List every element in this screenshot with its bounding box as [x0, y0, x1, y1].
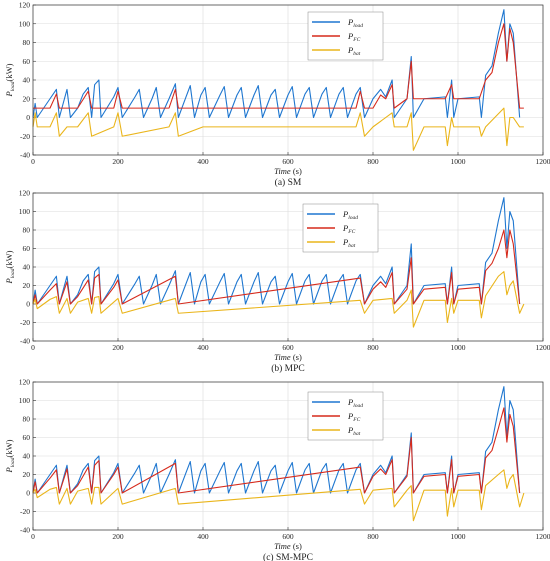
y-tick-label: -20: [20, 318, 30, 327]
axes-frame: [32, 192, 544, 342]
x-tick-label: 400: [197, 343, 209, 352]
legend-label-bat: Pbat: [342, 237, 356, 249]
y-tick-label: 60: [23, 244, 31, 253]
x-tick-label: 200: [112, 157, 124, 166]
series-line-bat: [32, 271, 525, 328]
legend-label-load: Pload: [342, 209, 358, 221]
panel-caption: (a) SM: [275, 177, 302, 188]
legend-label-bat: Pbat: [347, 45, 361, 57]
y-tick-label: -20: [20, 132, 30, 141]
y-tick-label: 20: [23, 281, 31, 290]
legend: Pload PFC Pbat: [302, 203, 379, 253]
x-tick-label: 1000: [451, 343, 466, 352]
x-tick-label: 200: [112, 343, 124, 352]
x-tick-label: 0: [31, 532, 35, 541]
axes-frame: [32, 381, 544, 531]
y-tick-label: 80: [23, 415, 31, 424]
legend-label-load: Pload: [347, 397, 363, 409]
x-tick-label: 1000: [451, 157, 466, 166]
x-tick-label: 600: [282, 157, 294, 166]
y-axis-label: Pload(kW): [4, 439, 16, 473]
series-line-fc: [33, 23, 524, 109]
x-tick-label: 400: [197, 157, 209, 166]
x-tick-label: 400: [197, 532, 209, 541]
y-tick-label: 40: [23, 76, 31, 85]
y-tick-label: -40: [20, 151, 30, 160]
y-tick-label: 20: [23, 94, 31, 103]
y-tick-label: 120: [19, 189, 31, 198]
x-tick-label: 600: [282, 532, 294, 541]
legend-label-load: Pload: [347, 17, 363, 29]
y-tick-label: 60: [23, 57, 31, 66]
y-tick-label: 120: [19, 378, 31, 387]
series-line-bat: [32, 107, 524, 151]
series-line-fc: [32, 229, 521, 305]
chart-panel-1: 0 200 400 600 800 1000 1200 -40 -20 0 20 40 60 80 100 1…: [4, 1, 550, 189]
y-tick-label: 40: [23, 452, 31, 461]
chart-panel-3: 0 200 400 600 800 1000 1200 -40 -20 0 20 40 60 80 100 1…: [4, 378, 550, 561]
x-tick-label: 1200: [536, 343, 550, 352]
x-tick-label: 0: [31, 343, 35, 352]
legend: Pload PFC Pbat: [307, 391, 384, 441]
y-axis-label: Pload(kW): [4, 63, 16, 97]
panel-caption: (c) SM-MPC: [263, 552, 313, 561]
y-tick-label: 120: [19, 1, 31, 10]
x-tick-label: 800: [367, 532, 379, 541]
y-tick-label: -20: [20, 507, 30, 516]
panel-caption: (b) MPC: [271, 363, 305, 374]
series-line-fc: [32, 407, 521, 494]
y-tick-label: 100: [19, 396, 31, 405]
legend-label-fc: PFC: [347, 411, 361, 423]
legend-label-fc: PFC: [342, 223, 356, 235]
y-tick-label: 40: [23, 263, 31, 272]
y-tick-label: 0: [26, 489, 30, 498]
x-axis-label: Time (s): [274, 352, 302, 362]
y-tick-label: 0: [26, 300, 30, 309]
axes-frame: [32, 4, 544, 156]
y-axis-label: Pload(kW): [4, 250, 16, 284]
x-tick-label: 800: [367, 343, 379, 352]
y-tick-label: 0: [26, 113, 30, 122]
x-tick-label: 600: [282, 343, 294, 352]
y-tick-label: 60: [23, 433, 31, 442]
chart-panel-2: 0 200 400 600 800 1000 1200 -40 -20 0 20 40 60 80 100 1…: [4, 189, 550, 375]
series-line-load: [32, 9, 521, 119]
series-line-bat: [32, 469, 525, 522]
y-tick-label: -40: [20, 526, 30, 535]
x-tick-label: 200: [112, 532, 124, 541]
x-tick-label: 0: [31, 157, 35, 166]
y-tick-label: -40: [20, 337, 30, 346]
y-tick-label: 100: [19, 19, 31, 28]
y-tick-label: 80: [23, 226, 31, 235]
legend-label-bat: Pbat: [347, 425, 361, 437]
legend: Pload PFC Pbat: [307, 11, 384, 61]
y-tick-label: 80: [23, 38, 31, 47]
legend-label-fc: PFC: [347, 31, 361, 43]
x-tick-label: 1200: [536, 157, 550, 166]
x-tick-label: 800: [367, 157, 379, 166]
y-tick-label: 20: [23, 470, 31, 479]
x-axis-label: Time (s): [274, 166, 302, 176]
x-axis-label: Time (s): [274, 541, 302, 551]
x-tick-label: 1200: [536, 532, 550, 541]
y-tick-label: 100: [19, 207, 31, 216]
x-tick-label: 1000: [451, 532, 466, 541]
